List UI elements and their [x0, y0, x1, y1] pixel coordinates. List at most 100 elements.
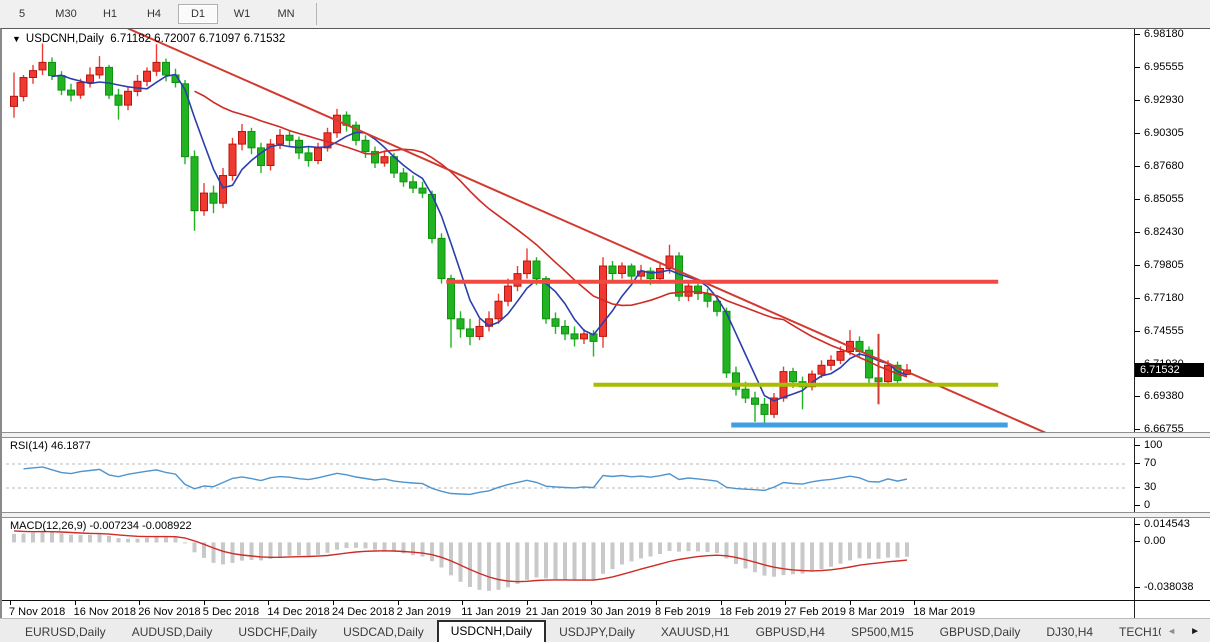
macd-histogram-bar: [69, 534, 73, 543]
candle-body: [646, 270, 655, 280]
time-label: 8 Mar 2019: [848, 606, 905, 618]
candle-body: [285, 134, 294, 141]
candle-body: [466, 328, 474, 337]
rsi-tick: 70: [1135, 457, 1156, 469]
tab-usdcad-daily[interactable]: USDCAD,Daily: [343, 625, 424, 639]
macd-histogram-bar: [895, 542, 900, 558]
macd-pane[interactable]: MACD(12,26,9) -0.007234 -0.008922: [2, 518, 1135, 600]
tab-usdjpy-daily[interactable]: USDJPY,Daily: [559, 625, 635, 639]
tab-dj30-h4[interactable]: DJ30,H4: [1046, 625, 1094, 639]
time-tick: [526, 601, 528, 605]
macd-histogram-bar: [268, 542, 273, 559]
candle-body: [827, 359, 835, 366]
candle-body: [817, 364, 826, 375]
macd-row: MACD(12,26,9) -0.007234 -0.008922 0.0145…: [2, 518, 1210, 600]
macd-histogram-bar: [610, 542, 615, 570]
time-label: 18 Feb 2019: [719, 606, 782, 618]
macd-canvas[interactable]: [2, 518, 1135, 600]
macd-histogram-bar: [553, 542, 558, 580]
price-tick: 6.69380: [1135, 390, 1184, 402]
candle-body: [143, 70, 151, 82]
price-tick: 6.98180: [1135, 28, 1184, 40]
price-tick: 6.85055: [1135, 193, 1184, 205]
candle-body: [713, 300, 721, 312]
pane-splitter-macd[interactable]: [2, 512, 1210, 518]
macd-histogram-bar: [59, 533, 64, 543]
macd-histogram-bar: [582, 542, 586, 581]
candle-body: [608, 265, 617, 274]
timeframe-button-w1[interactable]: W1: [233, 8, 251, 20]
time-tick: [591, 601, 593, 605]
candle-body: [836, 351, 845, 361]
macd-histogram-bar: [487, 542, 491, 591]
rsi-tick: 100: [1135, 439, 1162, 451]
candle-body: [580, 333, 588, 340]
time-tick: [656, 601, 657, 605]
ma-fast-line: [51, 73, 908, 402]
price-axis[interactable]: 6.71532 6.98180 6.95555 6.92930 6.90305 6.87…: [1135, 28, 1210, 435]
main-chart-row: ▼ USDCNH,Daily 6.71182 6.72007 6.71097 6.…: [2, 28, 1210, 435]
candle-body: [542, 278, 550, 320]
rsi-pane[interactable]: RSI(14) 46.1877: [2, 438, 1135, 512]
candle-body: [266, 143, 275, 166]
time-tick: [203, 601, 205, 605]
candle-body: [181, 83, 189, 158]
rsi-tick: 0: [1135, 499, 1150, 511]
candle-body: [152, 61, 161, 72]
tab-usdcnh-daily[interactable]: USDCNH,Daily: [436, 620, 547, 642]
macd-histogram-bar: [449, 542, 453, 576]
tab-gbpusd-h4[interactable]: GBPUSD,H4: [755, 625, 825, 639]
rsi-canvas[interactable]: [2, 438, 1135, 512]
macd-histogram-bar: [515, 542, 520, 584]
candle-body: [314, 147, 322, 162]
macd-histogram-bar: [240, 542, 244, 561]
tab-scroll-left-icon[interactable]: ◄: [1167, 626, 1177, 636]
macd-histogram-bar: [781, 542, 786, 576]
tab-scroll-right-icon[interactable]: ►: [1190, 625, 1200, 637]
tab-sp500-m15[interactable]: SP500,M15: [850, 625, 914, 639]
rsi-axis[interactable]: 100 70 30 0: [1135, 438, 1210, 512]
time-tick: [74, 601, 76, 605]
candle-body: [114, 94, 123, 106]
tab-xauusd-h1[interactable]: XAUUSD,H1: [660, 625, 730, 639]
macd-histogram-bar: [335, 542, 339, 550]
candle-body: [475, 325, 484, 337]
candle-body: [884, 364, 892, 383]
macd-histogram-bar: [145, 537, 149, 543]
timeframe-button-m30[interactable]: M30: [55, 8, 77, 20]
candle-body: [333, 114, 341, 134]
macd-axis[interactable]: 0.014543 0.00 -0.038038: [1135, 518, 1210, 600]
timeframe-button-mn[interactable]: MN: [277, 8, 295, 20]
timeframe-button-5[interactable]: 5: [18, 8, 26, 20]
candle-body: [276, 134, 284, 145]
macd-histogram-bar: [31, 532, 35, 543]
candle-body: [447, 278, 455, 320]
macd-histogram-bar: [154, 536, 159, 543]
tab-gbpusd-daily[interactable]: GBPUSD,Daily: [939, 625, 1021, 639]
price-tick: 6.77180: [1135, 292, 1184, 304]
pane-splitter-rsi[interactable]: [2, 432, 1210, 438]
time-label: 21 Jan 2019: [525, 606, 587, 618]
macd-histogram-bar: [297, 542, 301, 556]
time-label: 2 Jan 2019: [396, 606, 452, 618]
tab-usdchf-daily[interactable]: USDCHF,Daily: [238, 625, 318, 639]
candle-body: [86, 74, 94, 83]
timeframe-button-h1[interactable]: H1: [102, 8, 118, 20]
candlestick-canvas[interactable]: [2, 29, 1135, 432]
tab-audusd-daily[interactable]: AUDUSD,Daily: [131, 625, 213, 639]
timeframe-button-d1[interactable]: D1: [178, 4, 218, 24]
macd-histogram-bar: [401, 542, 406, 554]
macd-histogram-bar: [829, 542, 833, 567]
tab-eurusd-daily[interactable]: EURUSD,Daily: [25, 625, 106, 639]
main-chart-pane[interactable]: ▼ USDCNH,Daily 6.71182 6.72007 6.71097 6.…: [2, 29, 1135, 432]
timeframe-button-h4[interactable]: H4: [146, 8, 162, 20]
macd-histogram-bar: [458, 542, 463, 582]
trendline-object[interactable]: [127, 29, 1050, 432]
macd-histogram-bar: [392, 542, 396, 552]
time-tick: [268, 601, 270, 605]
timeframe-toolbar: 5 M30 H1 H4 D1 W1 MN: [0, 0, 1210, 28]
macd-histogram-bar: [12, 533, 16, 543]
chart-dropdown-icon[interactable]: ▼: [12, 34, 21, 44]
time-axis[interactable]: 7 Nov 2018 16 Nov 2018 26 Nov 2018 5 Dec 20…: [2, 601, 1135, 624]
macd-histogram-bar: [135, 538, 140, 543]
